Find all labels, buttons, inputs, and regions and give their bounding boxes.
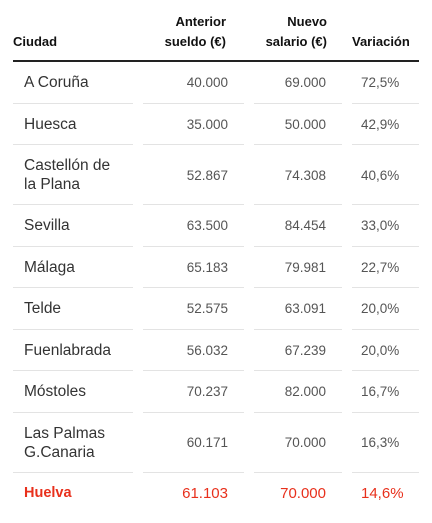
header-rule <box>13 60 419 62</box>
city-name: Telde <box>24 300 62 318</box>
variation-cell: 14,6% <box>361 484 404 502</box>
new-salary-cell: 74.308 <box>254 145 342 205</box>
table-row-highlighted: Huelva 61.103 70.000 14,6% <box>0 473 432 515</box>
header-city: Ciudad <box>13 34 58 49</box>
city-name: Málaga <box>24 258 75 276</box>
previous-salary-cell: 52.575 <box>143 288 244 330</box>
new-salary-cell: 69.000 <box>254 62 342 104</box>
new-salary-cell: 67.239 <box>254 330 342 372</box>
previous-salary-cell: 56.032 <box>143 330 244 372</box>
city-cell: Telde <box>13 288 133 330</box>
new-salary-cell: 70.000 <box>254 413 342 473</box>
table-row: Las Palmas G.Canaria 60.171 70.000 16,3% <box>0 413 432 473</box>
city-cell: Huesca <box>13 104 133 146</box>
header-previous-salary: Anterior sueldo (€) <box>165 12 226 52</box>
table-row: Huesca 35.000 50.000 42,9% <box>0 104 432 146</box>
header-new-line2: salario (€) <box>265 34 327 49</box>
previous-salary-cell: 65.183 <box>143 247 244 289</box>
previous-salary-cell: 63.500 <box>143 205 244 247</box>
new-salary-cell: 50.000 <box>254 104 342 146</box>
previous-salary-cell: 35.000 <box>143 104 244 146</box>
city-name: Fuenlabrada <box>24 341 112 359</box>
header-variation: Variación <box>352 34 410 49</box>
new-salary-cell: 82.000 <box>254 371 342 413</box>
variation-cell: 42,9% <box>352 104 419 146</box>
new-salary-cell: 70.000 <box>280 484 326 502</box>
variation-cell: 40,6% <box>352 145 419 205</box>
header-previous-line2: sueldo (€) <box>164 34 226 49</box>
city-cell: Móstoles <box>13 371 133 413</box>
table-row: Sevilla 63.500 84.454 33,0% <box>0 205 432 247</box>
previous-salary-cell: 52.867 <box>143 145 244 205</box>
previous-salary-cell: 61.103 <box>182 484 228 502</box>
city-cell: Fuenlabrada <box>13 330 133 372</box>
city-name: Sevilla <box>24 217 70 235</box>
header-previous-line1: Anterior <box>175 14 226 29</box>
table-row: Málaga 65.183 79.981 22,7% <box>0 247 432 289</box>
header-new-salary: Nuevo salario (€) <box>266 12 327 52</box>
city-cell: A Coruña <box>13 62 133 104</box>
table-body: A Coruña 40.000 69.000 72,5% Huesca 35.0… <box>0 62 432 514</box>
city-cell: Las Palmas G.Canaria <box>13 413 133 473</box>
new-salary-cell: 63.091 <box>254 288 342 330</box>
variation-cell: 20,0% <box>352 330 419 372</box>
city-name-line1: Castellón de <box>24 157 111 174</box>
city-name: Móstoles <box>24 383 87 401</box>
variation-cell: 20,0% <box>352 288 419 330</box>
city-name-line1: Las Palmas <box>24 424 105 442</box>
city-cell: Málaga <box>13 247 133 289</box>
table-row: Fuenlabrada 56.032 67.239 20,0% <box>0 330 432 372</box>
table-header: Ciudad Anterior sueldo (€) Nuevo salario… <box>0 0 432 60</box>
table-row: A Coruña 40.000 69.000 72,5% <box>0 62 432 104</box>
new-salary-cell: 79.981 <box>254 247 342 289</box>
previous-salary-cell: 70.237 <box>143 371 244 413</box>
city-name: Huesca <box>24 115 77 133</box>
previous-salary-cell: 40.000 <box>143 62 244 104</box>
variation-cell: 16,7% <box>352 371 419 413</box>
table-row: Castellón de la Plana 52.867 74.308 40,6… <box>0 145 432 205</box>
table-row: Telde 52.575 63.091 20,0% <box>0 288 432 330</box>
city-name: A Coruña <box>24 74 89 92</box>
city-name-line2: G.Canaria <box>24 443 95 461</box>
variation-cell: 16,3% <box>352 413 419 473</box>
city-cell: Huelva <box>13 473 133 515</box>
table-row: Móstoles 70.237 82.000 16,7% <box>0 371 432 413</box>
variation-cell: 33,0% <box>352 205 419 247</box>
city-name-line2: la Plana <box>24 176 81 193</box>
new-salary-cell: 84.454 <box>254 205 342 247</box>
city-cell: Sevilla <box>13 205 133 247</box>
header-new-line1: Nuevo <box>287 14 327 29</box>
variation-cell: 22,7% <box>352 247 419 289</box>
city-name: Huelva <box>24 484 72 501</box>
previous-salary-cell: 60.171 <box>143 413 244 473</box>
variation-cell: 72,5% <box>352 62 419 104</box>
city-cell: Castellón de la Plana <box>13 145 133 205</box>
